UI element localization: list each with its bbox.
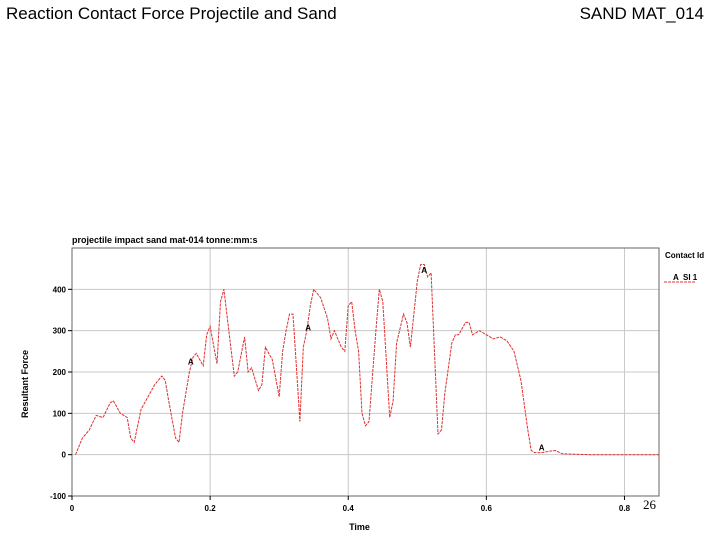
- slide-tag: SAND MAT_014: [579, 4, 704, 23]
- x-axis-ticks: 0 0.2 0.4 0.6 0.8: [70, 496, 631, 513]
- plot-title: projectile impact sand mat-014 tonne:mm:…: [72, 235, 258, 245]
- y-tick-label: 0: [62, 451, 67, 460]
- x-tick-label: 0.4: [343, 504, 355, 513]
- y-axis-ticks: -100 0 100 200 300 400: [50, 285, 72, 501]
- legend-marker: A: [673, 273, 679, 282]
- x-tick-label: 0: [70, 504, 75, 513]
- series-marker: A: [188, 358, 194, 367]
- y-axis-label: Resultant Force: [20, 350, 30, 418]
- y-tick-label: 100: [53, 409, 67, 418]
- y-tick-label: 300: [53, 327, 67, 336]
- y-tick-label: -100: [50, 492, 67, 501]
- series-marker: A: [421, 266, 427, 275]
- x-tick-label: 0.2: [205, 504, 217, 513]
- grid: [71, 248, 659, 497]
- x-tick-label: 0.6: [481, 504, 493, 513]
- series-marker: A: [539, 444, 545, 453]
- slide-title: Reaction Contact Force Projectile and Sa…: [6, 4, 337, 23]
- legend-entry: SI 1: [683, 273, 698, 282]
- x-axis-label: Time: [349, 522, 370, 532]
- legend: Contact Id A SI 1: [664, 251, 704, 283]
- series-marker: A: [305, 324, 311, 333]
- page-number: 26: [643, 497, 656, 512]
- legend-title: Contact Id: [665, 251, 704, 260]
- x-tick-label: 0.8: [619, 504, 631, 513]
- series-line-si-1: [75, 264, 659, 456]
- y-tick-label: 400: [53, 285, 67, 294]
- y-tick-label: 200: [53, 368, 67, 377]
- series-layer: A A A A: [75, 264, 659, 456]
